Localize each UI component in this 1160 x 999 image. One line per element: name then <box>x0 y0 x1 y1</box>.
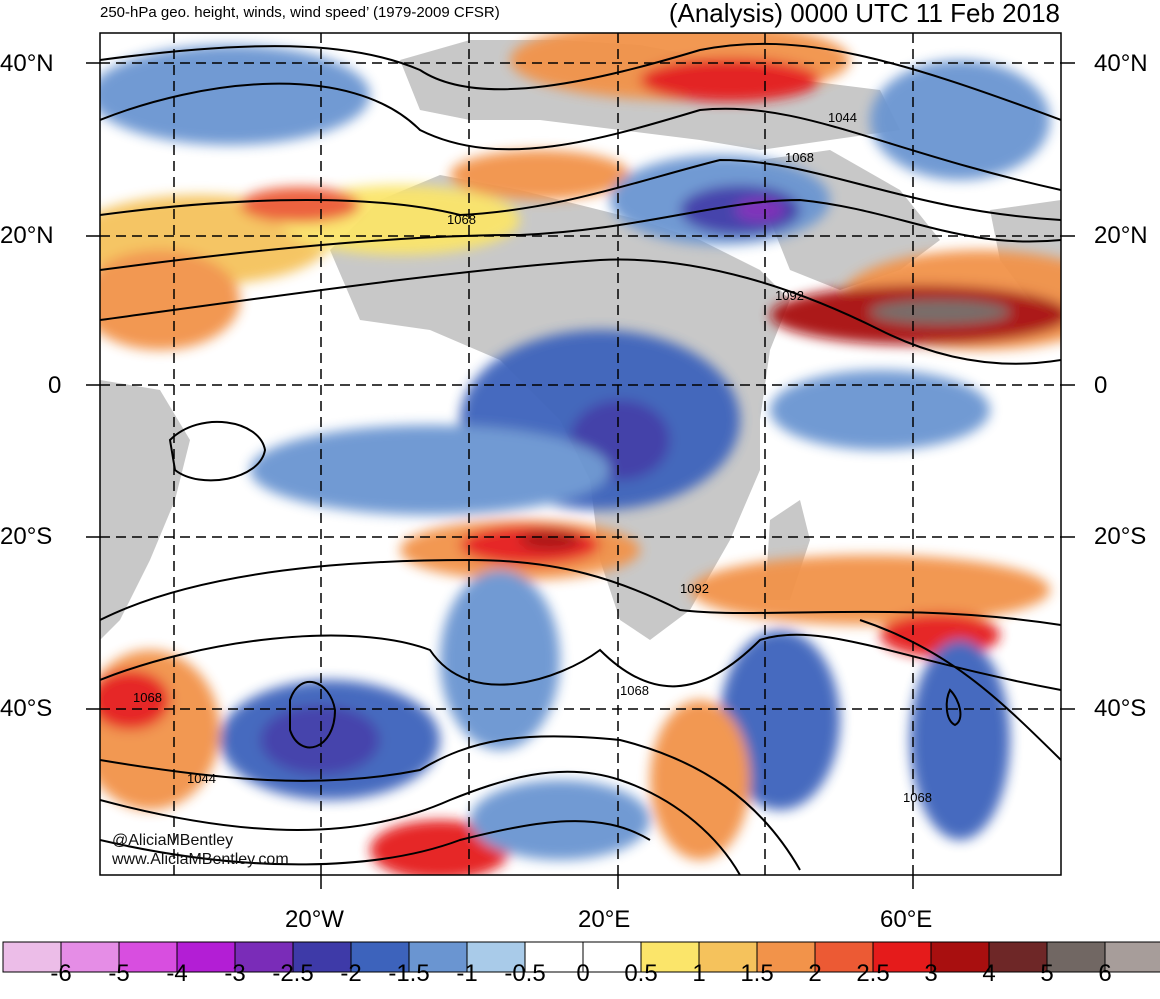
map-frame <box>99 32 1062 876</box>
colorbar-tick-label: -1 <box>456 960 478 987</box>
lat-label-left: 40°N <box>0 50 54 77</box>
lat-label-left: 20°S <box>0 523 53 550</box>
lat-label-left: 20°N <box>0 222 54 249</box>
colorbar-tick-label: 3 <box>924 960 938 987</box>
credit-website: www.AliciaMBentley.com <box>112 851 289 868</box>
colorbar-tick-label: 2.5 <box>856 960 890 987</box>
southamerica-land <box>100 380 190 640</box>
colorbar-tick-label: -2.5 <box>272 960 314 987</box>
contour-label: 1068 <box>785 150 814 165</box>
colorbar-tick-label: -6 <box>50 960 72 987</box>
contour-label: 1068 <box>447 212 476 227</box>
lon-label: 60°E <box>880 906 933 933</box>
colorbar-tick-label: 0.5 <box>624 960 658 987</box>
axis-ticks <box>86 62 1075 889</box>
map-title-right: (Analysis) 0000 UTC 11 Feb 2018 <box>668 0 1060 28</box>
grid-lines <box>100 33 1061 875</box>
colorbar-tick-label: 6 <box>1098 960 1112 987</box>
lat-label-right: 20°N <box>1094 222 1148 249</box>
colorbar-tick-label: 2 <box>808 960 822 987</box>
map-plot-area <box>100 33 1061 875</box>
colorbar-tick-label: 5 <box>1040 960 1054 987</box>
contour-label: 1044 <box>828 110 857 125</box>
colorbar-tick-label: -5 <box>108 960 130 987</box>
contour-label: 1044 <box>187 771 216 786</box>
colorbar-tick-label: -0.5 <box>504 960 546 987</box>
lat-label-right: 40°S <box>1094 695 1147 722</box>
lat-label-right: 40°N <box>1094 50 1148 77</box>
lat-label-right: 0 <box>1094 372 1108 399</box>
lon-label: 20°E <box>578 906 631 933</box>
lat-label-right: 20°S <box>1094 523 1147 550</box>
contour-label: 1092 <box>680 581 709 596</box>
contour-label: 1092 <box>775 288 804 303</box>
colorbar-tick-label: -2 <box>340 960 362 987</box>
colorbar-tick-label: 1 <box>692 960 706 987</box>
colorbar-tick-label: 4 <box>982 960 996 987</box>
contour-label: 1068 <box>903 790 932 805</box>
lat-label-left: 40°S <box>0 695 53 722</box>
colorbar-tick-label: -3 <box>224 960 246 987</box>
lon-label: 20°W <box>285 906 344 933</box>
contour-label: 1068 <box>133 690 162 705</box>
colorbar-tick-label: -4 <box>166 960 188 987</box>
colorbar-tick-label: 1.5 <box>740 960 774 987</box>
credit-handle: @AliciaMBentley <box>112 832 234 849</box>
height-contours <box>100 42 1061 875</box>
colorbar-tick-label: 0 <box>576 960 590 987</box>
colorbar-tick-label: -1.5 <box>388 960 430 987</box>
lat-label-left: 0 <box>48 372 62 399</box>
contour-label: 1068 <box>620 683 649 698</box>
map-title-left: 250-hPa geo. height, winds, wind speed’ … <box>100 4 500 21</box>
